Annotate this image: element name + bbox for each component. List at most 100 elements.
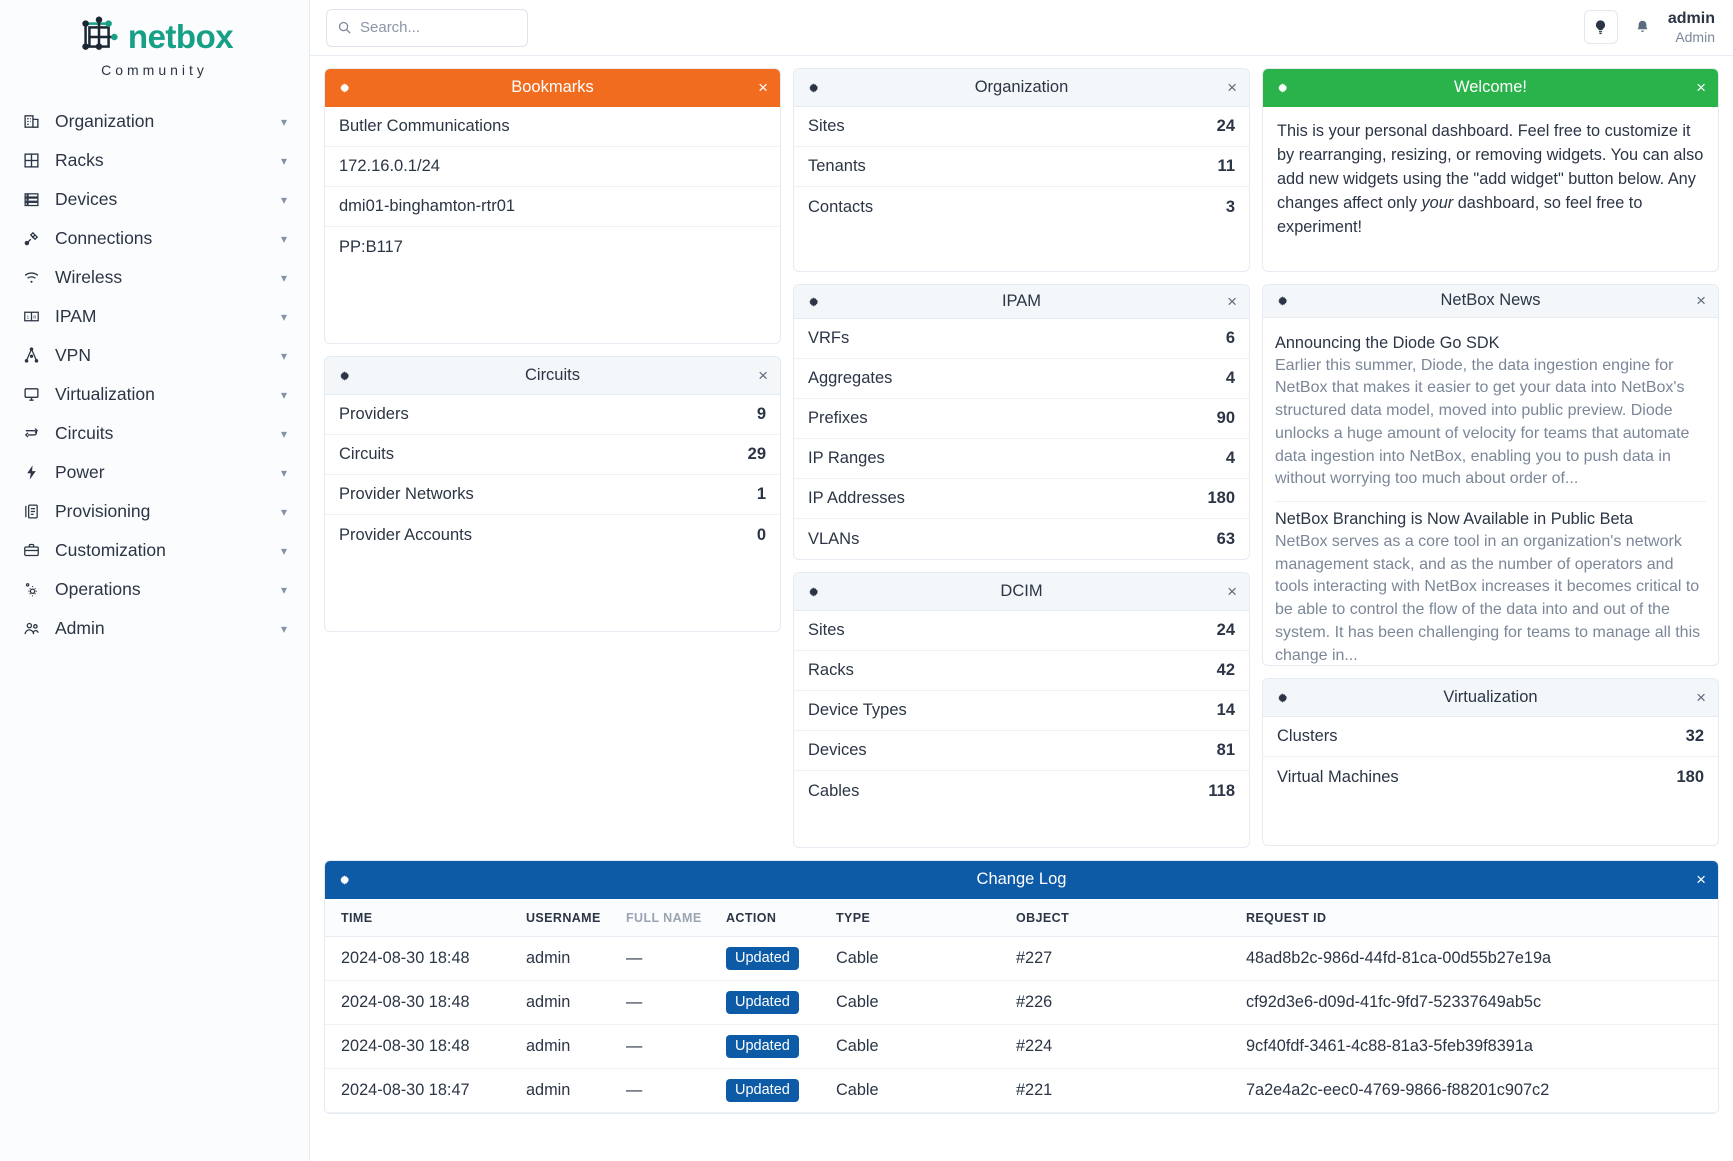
list-item[interactable]: Aggregates 4 — [794, 359, 1249, 399]
list-item[interactable]: Racks 42 — [794, 651, 1249, 691]
list-item[interactable]: Provider Accounts 0 — [325, 515, 780, 555]
column-header-object[interactable]: OBJECT — [1000, 899, 1230, 937]
chevron-down-icon[interactable]: ▾ — [280, 465, 287, 480]
gear-icon[interactable] — [1275, 294, 1289, 308]
news-article[interactable]: NetBox Branching is Now Available in Pub… — [1275, 502, 1706, 665]
close-icon[interactable]: × — [1696, 291, 1706, 311]
gear-icon[interactable] — [1275, 81, 1289, 95]
chevron-down-icon[interactable]: ▾ — [280, 192, 287, 207]
sidebar-item-organization[interactable]: Organization ▾ — [0, 102, 309, 141]
chevron-down-icon[interactable]: ▾ — [280, 504, 287, 519]
chevron-down-icon[interactable]: ▾ — [280, 387, 287, 402]
sidebar-item-operations[interactable]: Operations ▾ — [0, 570, 309, 609]
list-item[interactable]: PP:B117 — [325, 227, 780, 267]
column-header-time[interactable]: TIME — [325, 899, 510, 937]
column-header-request-id[interactable]: REQUEST ID — [1230, 899, 1718, 937]
sidebar-item-vpn[interactable]: VPN ▾ — [0, 336, 309, 375]
sidebar-item-racks[interactable]: Racks ▾ — [0, 141, 309, 180]
bell-icon[interactable] — [1630, 12, 1656, 42]
column-header-username[interactable]: USERNAME — [510, 899, 610, 937]
cell-request-id[interactable]: 48ad8b2c-986d-44fd-81ca-00d55b27e19a — [1230, 936, 1718, 981]
list-item[interactable]: Tenants 11 — [794, 147, 1249, 187]
list-item[interactable]: VLANs 63 — [794, 519, 1249, 559]
close-icon[interactable]: × — [1696, 78, 1706, 97]
list-item[interactable]: Contacts 3 — [794, 187, 1249, 227]
cell-time[interactable]: 2024-08-30 18:48 — [325, 936, 510, 981]
chevron-down-icon[interactable]: ▾ — [280, 309, 287, 324]
list-item[interactable]: Sites 24 — [794, 611, 1249, 651]
news-title[interactable]: Announcing the Diode Go SDK — [1275, 333, 1500, 352]
list-item[interactable]: IP Addresses 180 — [794, 479, 1249, 519]
list-item[interactable]: Virtual Machines 180 — [1263, 757, 1718, 797]
column-header-full-name[interactable]: FULL NAME — [610, 899, 710, 937]
chevron-down-icon[interactable]: ▾ — [280, 582, 287, 597]
status-badge[interactable]: Updated — [726, 991, 799, 1014]
cell-time[interactable]: 2024-08-30 18:47 — [325, 1068, 510, 1113]
close-icon[interactable]: × — [1696, 688, 1706, 707]
column-header-action[interactable]: ACTION — [710, 899, 820, 937]
sidebar-item-connections[interactable]: Connections ▾ — [0, 219, 309, 258]
chevron-down-icon[interactable]: ▾ — [280, 348, 287, 363]
chevron-down-icon[interactable]: ▾ — [280, 270, 287, 285]
sidebar-item-admin[interactable]: Admin ▾ — [0, 609, 309, 648]
close-icon[interactable]: × — [1227, 78, 1237, 97]
lightbulb-icon[interactable] — [1583, 10, 1618, 45]
list-item[interactable]: Clusters 32 — [1263, 717, 1718, 757]
gear-icon[interactable] — [337, 873, 351, 887]
cell-request-id[interactable]: 7a2e4a2c-eec0-4769-9866-f88201c907c2 — [1230, 1068, 1718, 1113]
sidebar-item-power[interactable]: Power ▾ — [0, 453, 309, 492]
list-item[interactable]: dmi01-binghamton-rtr01 — [325, 187, 780, 227]
cell-request-id[interactable]: cf92d3e6-d09d-41fc-9fd7-52337649ab5c — [1230, 980, 1718, 1025]
search-input[interactable] — [360, 19, 517, 36]
chevron-down-icon[interactable]: ▾ — [280, 426, 287, 441]
sidebar-item-provisioning[interactable]: Provisioning ▾ — [0, 492, 309, 531]
search-box[interactable] — [326, 8, 528, 47]
status-badge[interactable]: Updated — [726, 1035, 799, 1058]
list-item[interactable]: Device Types 14 — [794, 691, 1249, 731]
list-item[interactable]: Provider Networks 1 — [325, 475, 780, 515]
close-icon[interactable]: × — [758, 366, 768, 385]
column-header-type[interactable]: TYPE — [820, 899, 1000, 937]
cell-object[interactable]: #224 — [1000, 1024, 1230, 1069]
chevron-down-icon[interactable]: ▾ — [280, 621, 287, 636]
list-item[interactable]: Devices 81 — [794, 731, 1249, 771]
cell-time[interactable]: 2024-08-30 18:48 — [325, 980, 510, 1025]
gear-icon[interactable] — [337, 369, 351, 383]
sidebar-item-wireless[interactable]: Wireless ▾ — [0, 258, 309, 297]
gear-icon[interactable] — [337, 81, 351, 95]
chevron-down-icon[interactable]: ▾ — [280, 231, 287, 246]
gear-icon[interactable] — [1275, 691, 1289, 705]
list-item[interactable]: IP Ranges 4 — [794, 439, 1249, 479]
status-badge[interactable]: Updated — [726, 947, 799, 970]
gear-icon[interactable] — [806, 585, 820, 599]
gear-icon[interactable] — [806, 81, 820, 95]
close-icon[interactable]: × — [1696, 870, 1706, 889]
list-item[interactable]: Cables 118 — [794, 771, 1249, 811]
close-icon[interactable]: × — [1227, 582, 1237, 601]
brand[interactable]: netbox Community — [0, 0, 309, 88]
user-menu[interactable]: admin Admin — [1668, 10, 1717, 44]
close-icon[interactable]: × — [758, 78, 768, 97]
news-title[interactable]: NetBox Branching is Now Available in Pub… — [1275, 510, 1634, 528]
list-item[interactable]: Circuits 29 — [325, 435, 780, 475]
sidebar-item-virtualization[interactable]: Virtualization ▾ — [0, 375, 309, 414]
gear-icon[interactable] — [806, 295, 820, 309]
sidebar-item-devices[interactable]: Devices ▾ — [0, 180, 309, 219]
close-icon[interactable]: × — [1227, 292, 1237, 311]
chevron-down-icon[interactable]: ▾ — [280, 543, 287, 558]
cell-object[interactable]: #227 — [1000, 936, 1230, 981]
list-item[interactable]: 172.16.0.1/24 — [325, 147, 780, 187]
list-item[interactable]: Prefixes 90 — [794, 399, 1249, 439]
list-item[interactable]: Providers 9 — [325, 395, 780, 435]
list-item[interactable]: Sites 24 — [794, 107, 1249, 147]
cell-request-id[interactable]: 9cf40fdf-3461-4c88-81a3-5feb39f8391a — [1230, 1024, 1718, 1069]
cell-object[interactable]: #226 — [1000, 980, 1230, 1025]
chevron-down-icon[interactable]: ▾ — [280, 114, 287, 129]
chevron-down-icon[interactable]: ▾ — [280, 153, 287, 168]
sidebar-item-customization[interactable]: Customization ▾ — [0, 531, 309, 570]
list-item[interactable]: Butler Communications — [325, 107, 780, 147]
sidebar-item-circuits[interactable]: Circuits ▾ — [0, 414, 309, 453]
list-item[interactable]: VRFs 6 — [794, 319, 1249, 359]
cell-object[interactable]: #221 — [1000, 1068, 1230, 1113]
